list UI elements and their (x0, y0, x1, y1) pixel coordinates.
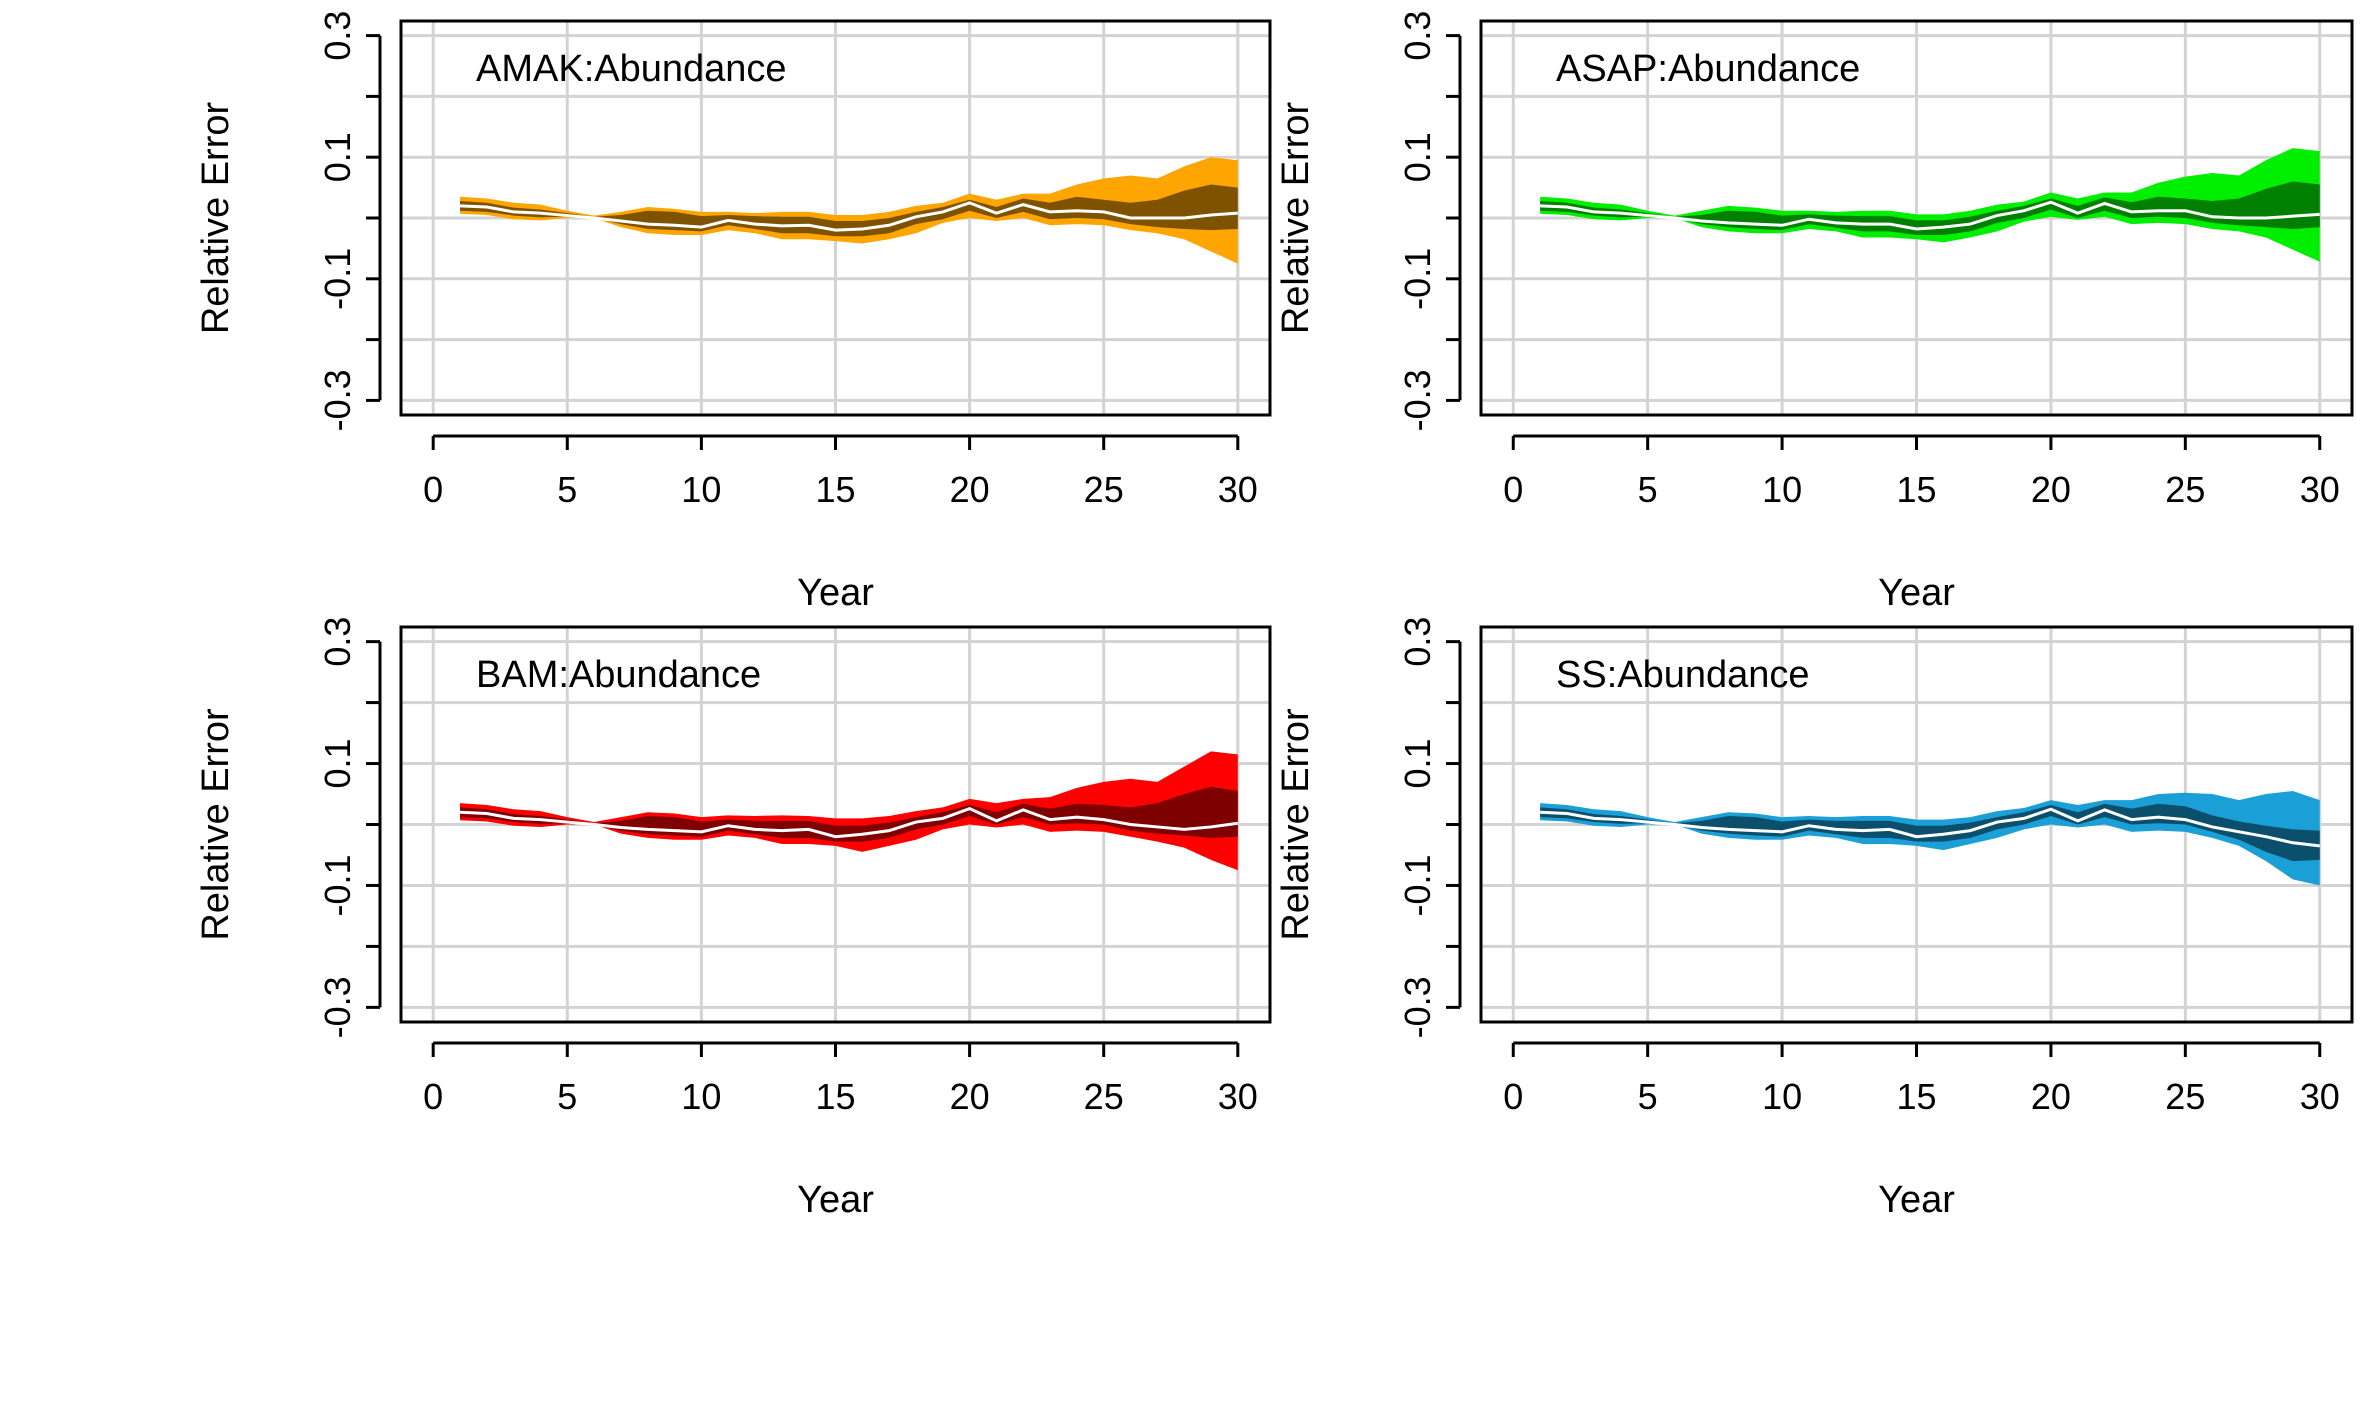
y-axis-title: Relative Error (1275, 708, 1317, 941)
x-tick-label: 15 (815, 469, 855, 510)
inner-band (1540, 181, 2320, 236)
x-tick-label: 15 (815, 1076, 855, 1117)
y-tick-label: 0.3 (317, 617, 358, 667)
x-tick-label: 25 (1084, 1076, 1124, 1117)
y-tick-label: 0.1 (317, 132, 358, 182)
y-tick-label: 0.3 (317, 11, 358, 61)
x-axis: 0 5 10 15 20 25 30 Year (1503, 1041, 2340, 1221)
x-tick-label: 0 (1503, 1076, 1523, 1117)
y-tick-label: -0.1 (317, 854, 358, 916)
x-tick-label: 30 (2300, 469, 2340, 510)
median-line (1540, 807, 2320, 848)
median-line (1540, 200, 2320, 231)
y-axis: -0.3 -0.1 0.1 0.3 Relative Error (1275, 11, 1462, 431)
x-axis-title: Year (797, 1179, 874, 1221)
x-tick-label: 30 (1218, 469, 1258, 510)
y-axis: -0.3 -0.1 0.1 0.3 Relative Error (195, 11, 382, 431)
panel-4: 0 5 10 15 20 25 30 Year -0.3 -0.1 0.1 0.3 Relative E… (1275, 617, 2354, 1221)
x-tick-label: 5 (1638, 469, 1658, 510)
plot-frame (399, 625, 1272, 1024)
panel-title: ASAP:Abundance (1556, 48, 1860, 90)
y-tick-label: -0.3 (317, 369, 358, 431)
x-tick-label: 30 (1218, 1076, 1258, 1117)
median-line (459, 807, 1239, 839)
panel-1: 0 5 10 15 20 25 30 Year -0.3 -0.1 0.1 0.3 Relative E… (195, 11, 1272, 614)
panel-title: SS:Abundance (1556, 654, 1810, 696)
y-axis: -0.3 -0.1 0.1 0.3 Relative Error (195, 617, 382, 1038)
x-axis: 0 5 10 15 20 25 30 Year (1503, 434, 2340, 614)
x-tick-label: 0 (423, 469, 443, 510)
inner-band (460, 786, 1238, 842)
x-tick-label: 10 (1762, 1076, 1802, 1117)
y-tick-label: -0.1 (1397, 854, 1438, 916)
x-tick-label: 15 (1896, 469, 1936, 510)
x-tick-label: 0 (423, 1076, 443, 1117)
x-tick-label: 25 (2165, 469, 2205, 510)
y-tick-label: -0.1 (317, 248, 358, 310)
x-tick-label: 25 (2165, 1076, 2205, 1117)
x-axis: 0 5 10 15 20 25 30 Year (423, 434, 1258, 614)
y-axis-title: Relative Error (195, 102, 237, 335)
y-tick-label: -0.3 (317, 976, 358, 1038)
x-tick-label: 10 (681, 1076, 721, 1117)
x-tick-label: 20 (950, 469, 990, 510)
y-tick-label: -0.3 (1397, 369, 1438, 431)
x-tick-label: 20 (2031, 1076, 2071, 1117)
x-tick-label: 20 (2031, 469, 2071, 510)
plot-frame (1479, 625, 2354, 1024)
y-tick-label: 0.1 (1397, 739, 1438, 789)
panel-title: AMAK:Abundance (476, 48, 787, 90)
x-tick-label: 15 (1896, 1076, 1936, 1117)
y-tick-label: -0.1 (1397, 248, 1438, 310)
plot-frame (1479, 19, 2354, 417)
x-tick-label: 5 (557, 1076, 577, 1117)
plot-frame (399, 19, 1272, 417)
x-axis-title: Year (1878, 1179, 1955, 1221)
y-tick-label: 0.3 (1397, 617, 1438, 667)
x-axis-title: Year (1878, 572, 1955, 614)
y-axis-title: Relative Error (1275, 102, 1317, 335)
y-tick-label: 0.3 (1397, 11, 1438, 61)
panel-title: BAM:Abundance (476, 654, 761, 696)
y-tick-label: -0.3 (1397, 976, 1438, 1038)
grid (1481, 21, 2352, 415)
y-tick-label: 0.1 (1397, 132, 1438, 182)
panel-2: 0 5 10 15 20 25 30 Year -0.3 -0.1 0.1 0.3 Relative E… (1275, 11, 2354, 614)
y-axis: -0.3 -0.1 0.1 0.3 Relative Error (1275, 617, 1462, 1038)
x-tick-label: 5 (557, 469, 577, 510)
median-line (459, 201, 1238, 232)
x-axis-title: Year (797, 572, 874, 614)
x-tick-label: 0 (1503, 469, 1523, 510)
x-tick-label: 30 (2300, 1076, 2340, 1117)
x-tick-label: 25 (1084, 469, 1124, 510)
x-tick-label: 5 (1638, 1076, 1658, 1117)
y-tick-label: 0.1 (317, 739, 358, 789)
x-tick-label: 10 (681, 469, 721, 510)
x-tick-label: 20 (950, 1076, 990, 1117)
x-tick-label: 10 (1762, 469, 1802, 510)
y-axis-title: Relative Error (195, 708, 237, 941)
x-axis: 0 5 10 15 20 25 30 Year (423, 1041, 1258, 1221)
panel-3: 0 5 10 15 20 25 30 Year -0.3 -0.1 0.1 0.3 Relative E… (195, 617, 1272, 1221)
